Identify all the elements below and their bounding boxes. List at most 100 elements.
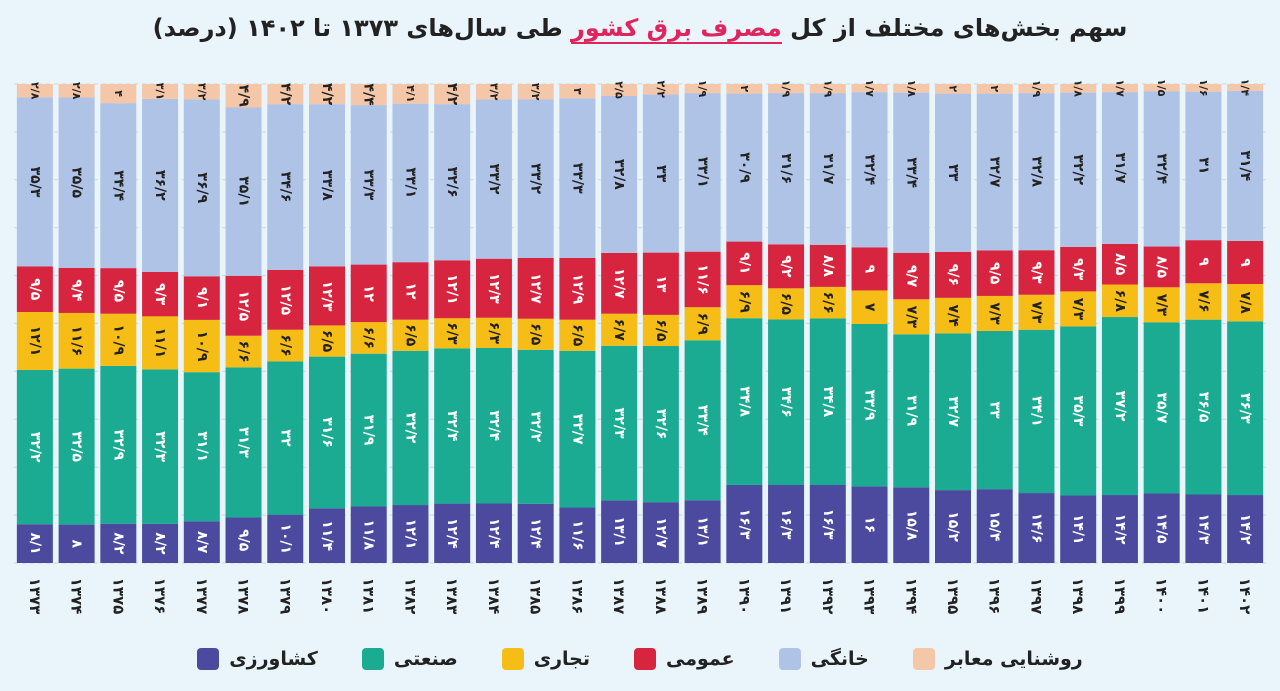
data-label-lighting: ۱/۵ bbox=[1155, 79, 1168, 97]
bar-segment-commercial bbox=[16, 312, 53, 370]
legend-label: عمومی bbox=[666, 648, 735, 670]
data-label-commercial: ۶/۳ bbox=[486, 322, 502, 345]
bar-segment-commercial bbox=[1101, 284, 1138, 318]
data-label-household: ۳۴/۶ bbox=[277, 172, 293, 203]
data-label-commercial: ۶/۸ bbox=[1112, 290, 1128, 313]
bar-segment-lighting bbox=[1101, 84, 1138, 93]
bar-segment-agri bbox=[601, 500, 638, 563]
legend-swatch bbox=[501, 648, 524, 670]
bar-segment-agri bbox=[851, 486, 888, 563]
bar-segment-household bbox=[601, 95, 638, 253]
data-label-household: ۳۱ bbox=[1195, 157, 1211, 174]
bar-segment-agri bbox=[434, 503, 471, 563]
bar-segment-industry bbox=[726, 318, 763, 485]
bar-segment-commercial bbox=[58, 312, 95, 369]
bar-segment-agri bbox=[1143, 493, 1180, 563]
bar-segment-lighting bbox=[392, 84, 429, 104]
bar-segment-public bbox=[935, 251, 971, 298]
bar-segment-industry bbox=[517, 349, 554, 504]
bar-segment-agri bbox=[16, 524, 53, 563]
data-label-household: ۳۳/۳ bbox=[361, 169, 377, 200]
bar-segment-household bbox=[100, 103, 137, 269]
data-label-lighting: ۱/۷ bbox=[1113, 79, 1126, 97]
x-tick-label: ۱۳۷۴ bbox=[68, 578, 86, 615]
data-label-household: ۳۳/۲ bbox=[528, 163, 544, 194]
bar-segment-commercial bbox=[976, 295, 1013, 331]
title-highlight: مصرف برق کشور bbox=[571, 14, 782, 44]
legend-swatch bbox=[361, 648, 384, 670]
bar-segment-agri bbox=[1185, 494, 1222, 563]
data-label-household: ۳۱/۷ bbox=[820, 154, 836, 185]
bar-segment-public bbox=[142, 271, 179, 317]
data-label-lighting: ۱/۸ bbox=[1072, 80, 1085, 98]
bar-segment-household bbox=[935, 93, 971, 252]
bar-segment-lighting bbox=[935, 84, 971, 94]
bar-segment-public bbox=[642, 252, 679, 315]
data-label-household: ۳۳/۸ bbox=[319, 170, 335, 201]
x-tick-label: ۱۳۸۳ bbox=[443, 578, 461, 615]
legend-item-commercial: تجاری bbox=[501, 648, 590, 670]
legend-swatch bbox=[778, 648, 801, 670]
data-label-industry: ۳۲/۴ bbox=[444, 411, 460, 442]
data-label-industry: ۳۳ bbox=[987, 401, 1003, 419]
title-pre: سهم بخش‌های مختلف از کل bbox=[790, 14, 1128, 42]
x-tick-label: ۱۳۷۶ bbox=[151, 578, 169, 615]
data-label-lighting: ۳/۱ bbox=[154, 83, 167, 100]
data-label-lighting: ۱/۷ bbox=[863, 79, 876, 97]
bar-segment-lighting bbox=[1018, 84, 1055, 94]
bar-segment-industry bbox=[1227, 321, 1264, 496]
data-label-agri: ۱۶ bbox=[862, 516, 878, 533]
bar-segment-public bbox=[768, 244, 805, 289]
data-label-lighting: ۱/۶ bbox=[1197, 79, 1210, 96]
x-tick-label: ۱۳۹۶ bbox=[986, 578, 1004, 615]
bar-segment-agri bbox=[475, 503, 512, 563]
data-label-industry: ۳۴/۱ bbox=[1028, 396, 1044, 427]
data-label-household: ۳۳/۱ bbox=[402, 168, 418, 199]
data-label-lighting: ۲/۸ bbox=[70, 82, 83, 100]
bar-segment-household bbox=[392, 103, 429, 263]
data-label-household: ۳۶/۹ bbox=[194, 172, 210, 203]
x-tick-label: ۱۳۸۲ bbox=[401, 578, 419, 615]
bar-segment-industry bbox=[434, 348, 471, 504]
bar-segment-household bbox=[559, 98, 596, 258]
data-label-household: ۳۳/۱ bbox=[695, 157, 711, 188]
data-label-industry: ۳۲/۲ bbox=[27, 432, 43, 463]
bar-segment-lighting bbox=[893, 84, 930, 93]
data-label-industry: ۳۱/۳ bbox=[236, 427, 252, 458]
data-label-commercial: ۶/۳ bbox=[444, 322, 460, 345]
bar-segment-household bbox=[809, 93, 846, 245]
bar-segment-agri bbox=[350, 506, 387, 563]
data-label-lighting: ۲/۲ bbox=[654, 81, 667, 99]
bar-segment-household bbox=[976, 93, 1013, 251]
data-label-household: ۳۳/۳ bbox=[569, 163, 585, 194]
data-label-industry: ۳۲/۵ bbox=[69, 431, 85, 462]
legend-label: کشاورزی bbox=[229, 648, 318, 670]
data-label-industry: ۳۲/۷ bbox=[569, 414, 585, 445]
x-tick-label: ۱۳۷۷ bbox=[193, 578, 211, 615]
legend-item-public: عمومی bbox=[634, 648, 735, 670]
data-label-lighting: ۳/۲ bbox=[195, 83, 208, 101]
bar-segment-industry bbox=[893, 334, 930, 488]
data-label-industry: ۳۱/۹ bbox=[903, 395, 919, 426]
data-label-industry: ۳۶/۳ bbox=[1237, 393, 1253, 424]
data-label-agri: ۱۴/۱ bbox=[1070, 514, 1086, 545]
bar-segment-agri bbox=[642, 502, 679, 563]
data-label-agri: ۱۱/۶ bbox=[569, 520, 585, 551]
data-label-lighting: ۴/۲ bbox=[319, 83, 335, 106]
bar-segment-agri bbox=[517, 503, 554, 563]
data-label-lighting: ۲/۵ bbox=[613, 81, 626, 99]
data-label-commercial: ۷/۳ bbox=[1154, 294, 1170, 317]
bar-segment-public bbox=[684, 251, 721, 308]
x-tick-label: ۱۴۰۲ bbox=[1236, 578, 1254, 615]
x-tick-label: ۱۴۰۰ bbox=[1153, 578, 1171, 615]
data-label-commercial: ۱۱/۱ bbox=[152, 327, 168, 358]
x-tick-label: ۱۳۹۰ bbox=[735, 578, 753, 615]
data-label-public: ۹/۳ bbox=[152, 283, 168, 306]
data-label-agri: ۱۲/۱ bbox=[402, 519, 418, 550]
data-label-commercial: ۶/۵ bbox=[778, 293, 794, 316]
data-label-public: ۸/۸ bbox=[820, 255, 836, 278]
data-label-industry: ۳۳/۹ bbox=[862, 390, 878, 421]
bar-segment-industry bbox=[142, 369, 179, 524]
bar-segment-public bbox=[851, 247, 888, 291]
data-label-public: ۹/۵ bbox=[27, 278, 43, 301]
